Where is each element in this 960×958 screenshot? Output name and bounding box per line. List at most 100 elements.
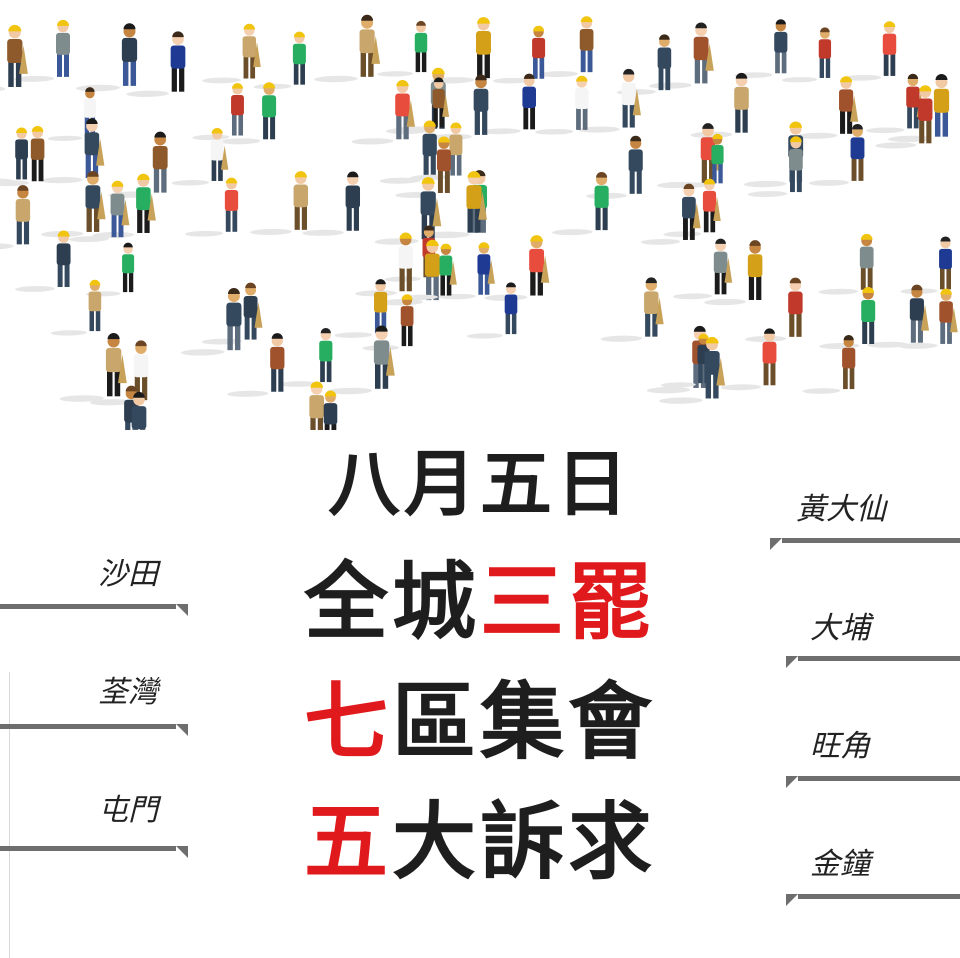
- crowd-person: [314, 14, 381, 83]
- crowd-person: [484, 235, 550, 301]
- pointer-right-2: [786, 656, 960, 668]
- crowd-person: [76, 23, 138, 92]
- strike-heading: 全城三罷: [0, 560, 960, 644]
- crowd-person: [492, 25, 546, 84]
- pointer-left-1: [0, 604, 188, 616]
- crowd-person: [362, 294, 414, 351]
- district-label-left-2: 荃灣: [98, 675, 158, 710]
- crowd-person: [0, 185, 31, 250]
- crowd-person: [202, 23, 261, 84]
- crowd-person: [323, 390, 338, 430]
- crowd-person: [659, 336, 726, 404]
- crowd-person: [802, 335, 856, 394]
- crowd-person: [747, 136, 803, 197]
- crowd-person: [13, 19, 70, 82]
- crowd-person: [50, 279, 102, 336]
- crowd-person: [466, 282, 518, 339]
- crowd-person: [640, 183, 701, 245]
- crowd-person: [59, 333, 127, 402]
- crowd-illustration: [0, 14, 958, 430]
- rally-heading-districts: 區集會: [392, 673, 657, 771]
- demands-heading: 五大訴求: [0, 800, 960, 884]
- crowd-person: [420, 171, 487, 239]
- crowd-person: [327, 325, 395, 395]
- crowd-person: [481, 73, 536, 135]
- crowd-person: [15, 230, 71, 292]
- rally-heading-seven: 七: [303, 673, 392, 771]
- crowd-person: [131, 391, 147, 430]
- crowd-person: [649, 22, 714, 89]
- crowd-person: [379, 120, 437, 184]
- crowd-person: [552, 172, 609, 236]
- crowd-person: [578, 68, 641, 133]
- district-label-left-3: 屯門: [98, 793, 158, 828]
- crowd-person: [253, 31, 306, 90]
- crowd-person: [355, 232, 413, 297]
- crowd-person: [704, 240, 763, 306]
- crowd-person: [68, 180, 130, 243]
- crowd-person: [250, 171, 309, 236]
- crowd-person: [674, 133, 724, 188]
- crowd-person: [395, 136, 451, 198]
- crowd-person: [184, 177, 239, 237]
- crowd-person: [600, 277, 664, 342]
- crowd-person: [900, 236, 952, 294]
- strike-heading-citywide: 全城: [303, 553, 480, 651]
- pointer-left-2: [0, 724, 188, 736]
- crowd-person: [660, 333, 710, 388]
- crowd-person: [309, 381, 325, 430]
- demands-heading-demands: 大訴求: [392, 793, 657, 891]
- crowd-person: [401, 243, 457, 301]
- crowd-person: [898, 288, 958, 349]
- crowd-person: [586, 135, 643, 199]
- crowd-person: [781, 27, 832, 83]
- crowd-person: [720, 328, 777, 391]
- edge-divider: [9, 672, 10, 958]
- crowd-person: [0, 24, 28, 93]
- pointer-right-4: [786, 894, 960, 906]
- pointer-left-3: [0, 846, 188, 858]
- crowd-person: [734, 19, 788, 78]
- crowd-person: [351, 80, 415, 145]
- crowd-person: [866, 73, 925, 134]
- crowd-person: [171, 127, 229, 186]
- crowd-person: [538, 16, 594, 78]
- crowd-person: [192, 83, 244, 141]
- crowd-person: [818, 233, 874, 295]
- crowd-person: [227, 333, 285, 397]
- crowd-person: [842, 21, 897, 81]
- crowd-person: [808, 123, 865, 186]
- crowd-person: [616, 34, 672, 95]
- crowd-person: [302, 171, 361, 236]
- pointer-right-1: [770, 538, 960, 550]
- district-label-right-2: 大埔: [810, 611, 870, 646]
- crowd-person: [220, 82, 277, 145]
- crowd-person: [40, 170, 106, 238]
- crowd-person: [374, 177, 442, 245]
- crowd-person: [0, 127, 28, 184]
- district-label-right-4: 金鐘: [810, 847, 870, 882]
- crowd-person: [535, 75, 589, 135]
- crowd-person: [0, 125, 45, 187]
- crowd-person: [40, 118, 105, 184]
- crowd-person: [867, 284, 930, 348]
- demands-heading-five: 五: [303, 793, 392, 891]
- crowd-person: [656, 123, 721, 189]
- crowd-person: [126, 31, 186, 97]
- crowd-person: [279, 328, 333, 387]
- district-label-right-1: 黃大仙: [796, 492, 886, 527]
- crowd-person: [380, 239, 440, 306]
- district-label-left-1: 沙田: [98, 557, 158, 592]
- date-heading: 八月五日: [327, 442, 632, 526]
- crowd-person: [180, 288, 242, 356]
- crowd-person: [89, 340, 149, 406]
- rally-heading: 七區集會: [0, 680, 960, 764]
- crowd-person: [796, 76, 859, 139]
- crowd-person: [377, 20, 428, 77]
- district-label-right-3: 旺角: [810, 729, 870, 764]
- crowd-person: [672, 238, 733, 300]
- pointer-right-3: [786, 776, 960, 788]
- crowd-person: [334, 279, 388, 338]
- crowd-person: [875, 85, 933, 149]
- strike-heading-triple-strike: 三罷: [480, 553, 657, 651]
